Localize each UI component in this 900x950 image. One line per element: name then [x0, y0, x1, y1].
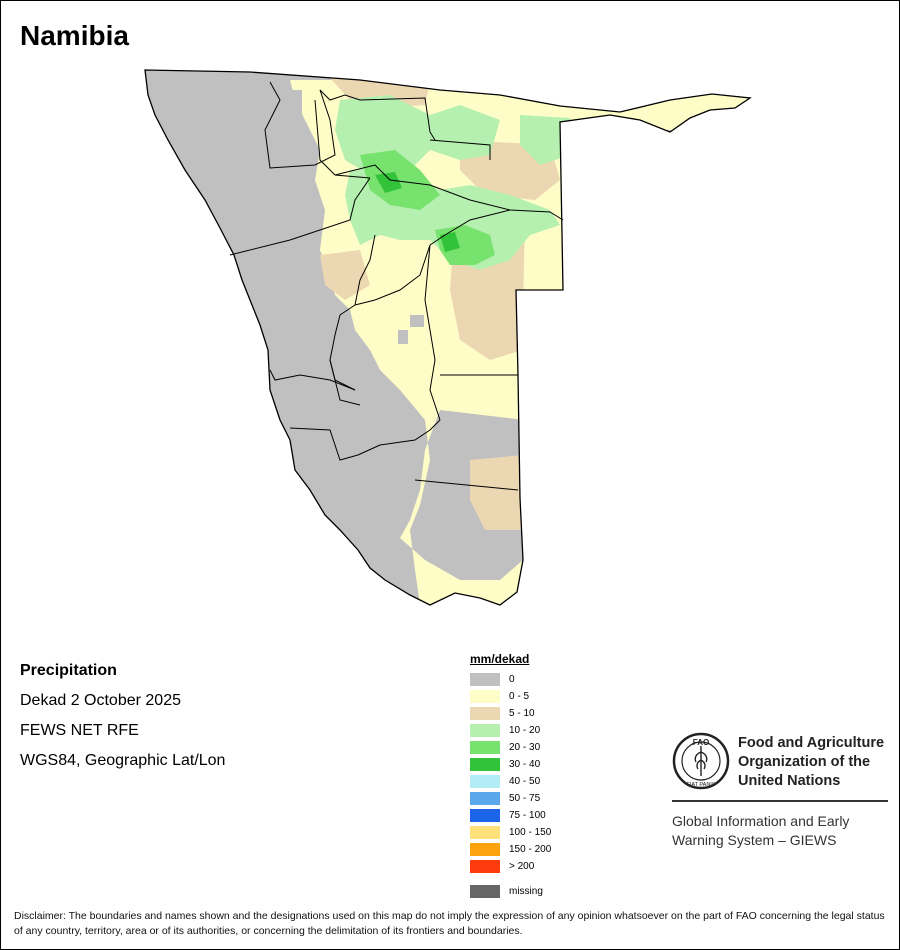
legend-label: 0 - 5 [509, 691, 530, 702]
legend-row: 75 - 100 [470, 807, 551, 824]
rain-zone-5-10-south [470, 455, 523, 530]
legend-label: 100 - 150 [509, 827, 552, 838]
rain-zone-30-40-b [440, 232, 460, 252]
legend-label: 10 - 20 [509, 725, 541, 736]
info-period: Dekad 2 October 2025 [20, 692, 181, 709]
legend-swatch [470, 775, 500, 788]
legend-row: 150 - 200 [470, 841, 551, 858]
fao-logo-motto: FIAT PANIS [686, 782, 715, 788]
legend-label: 20 - 30 [509, 742, 541, 753]
rain-zone-30-40-a [375, 172, 402, 193]
legend-label-missing: missing [509, 886, 543, 897]
legend-unit: mm/dekad [470, 652, 530, 666]
fao-divider [672, 800, 888, 802]
fao-name-line: Food and Agriculture [738, 735, 885, 751]
legend-row: 0 [470, 671, 551, 688]
legend-row: 40 - 50 [470, 773, 551, 790]
legend: mm/dekad 0 0 - 5 5 - 10 10 - 20 20 - 30 30 - … [470, 652, 551, 900]
legend-swatch [470, 690, 500, 703]
legend-row-missing: missing [470, 883, 551, 900]
legend-swatch [470, 860, 500, 873]
legend-row: 100 - 150 [470, 824, 551, 841]
map-info: Precipitation Dekad 2 October 2025 FEWS … [20, 656, 225, 776]
giews-name: Global Information and Early Warning Sys… [672, 812, 849, 850]
legend-swatch [470, 843, 500, 856]
dry-pixel [280, 90, 302, 120]
legend-row: 50 - 75 [470, 790, 551, 807]
legend-label: 50 - 75 [509, 793, 541, 804]
legend-rows: 0 0 - 5 5 - 10 10 - 20 20 - 30 30 - 40 40 - 50… [470, 671, 551, 875]
legend-label: 5 - 10 [509, 708, 535, 719]
region-boundaries [229, 81, 564, 491]
legend-row: > 200 [470, 858, 551, 875]
fao-name-line: United Nations [738, 773, 841, 789]
legend-swatch [470, 758, 500, 771]
info-heading: Precipitation [20, 662, 117, 679]
fao-name: Food and Agriculture Organization of the… [738, 734, 884, 791]
legend-label: 150 - 200 [509, 844, 552, 855]
legend-label: 75 - 100 [509, 810, 546, 821]
giews-line: Global Information and Early [672, 813, 850, 829]
legend-label: 0 [509, 674, 515, 685]
info-source: FEWS NET RFE [20, 722, 139, 739]
legend-swatch [470, 673, 500, 686]
fao-logo: FAO FIAT PANIS [672, 732, 730, 790]
legend-swatch [470, 809, 500, 822]
legend-label: 30 - 40 [509, 759, 541, 770]
legend-row: 30 - 40 [470, 756, 551, 773]
legend-swatch [470, 826, 500, 839]
legend-swatch-missing [470, 885, 500, 898]
legend-label: > 200 [509, 861, 535, 872]
map-title: Namibia [20, 20, 129, 51]
giews-line: Warning System – GIEWS [672, 832, 837, 848]
legend-swatch [470, 792, 500, 805]
legend-swatch [470, 741, 500, 754]
legend-row: 5 - 10 [470, 705, 551, 722]
legend-row: 10 - 20 [470, 722, 551, 739]
disclaimer: Disclaimer: The boundaries and names sho… [14, 910, 885, 937]
legend-row: 0 - 5 [470, 688, 551, 705]
rain-zone-5-10-west [320, 250, 370, 300]
national-border [144, 69, 752, 606]
legend-row: 20 - 30 [470, 739, 551, 756]
fao-logo-text: FAO [693, 738, 709, 747]
legend-label: 40 - 50 [509, 776, 541, 787]
legend-swatch [470, 724, 500, 737]
dry-pixel [410, 315, 424, 327]
info-projection: WGS84, Geographic Lat/Lon [20, 752, 226, 769]
precipitation-map [130, 60, 770, 620]
legend-swatch [470, 707, 500, 720]
rain-zone-20-30-north [360, 150, 440, 210]
rain-zone-10-20-northeast [520, 115, 570, 165]
dry-pixel [398, 330, 408, 344]
fao-name-line: Organization of the [738, 754, 871, 770]
